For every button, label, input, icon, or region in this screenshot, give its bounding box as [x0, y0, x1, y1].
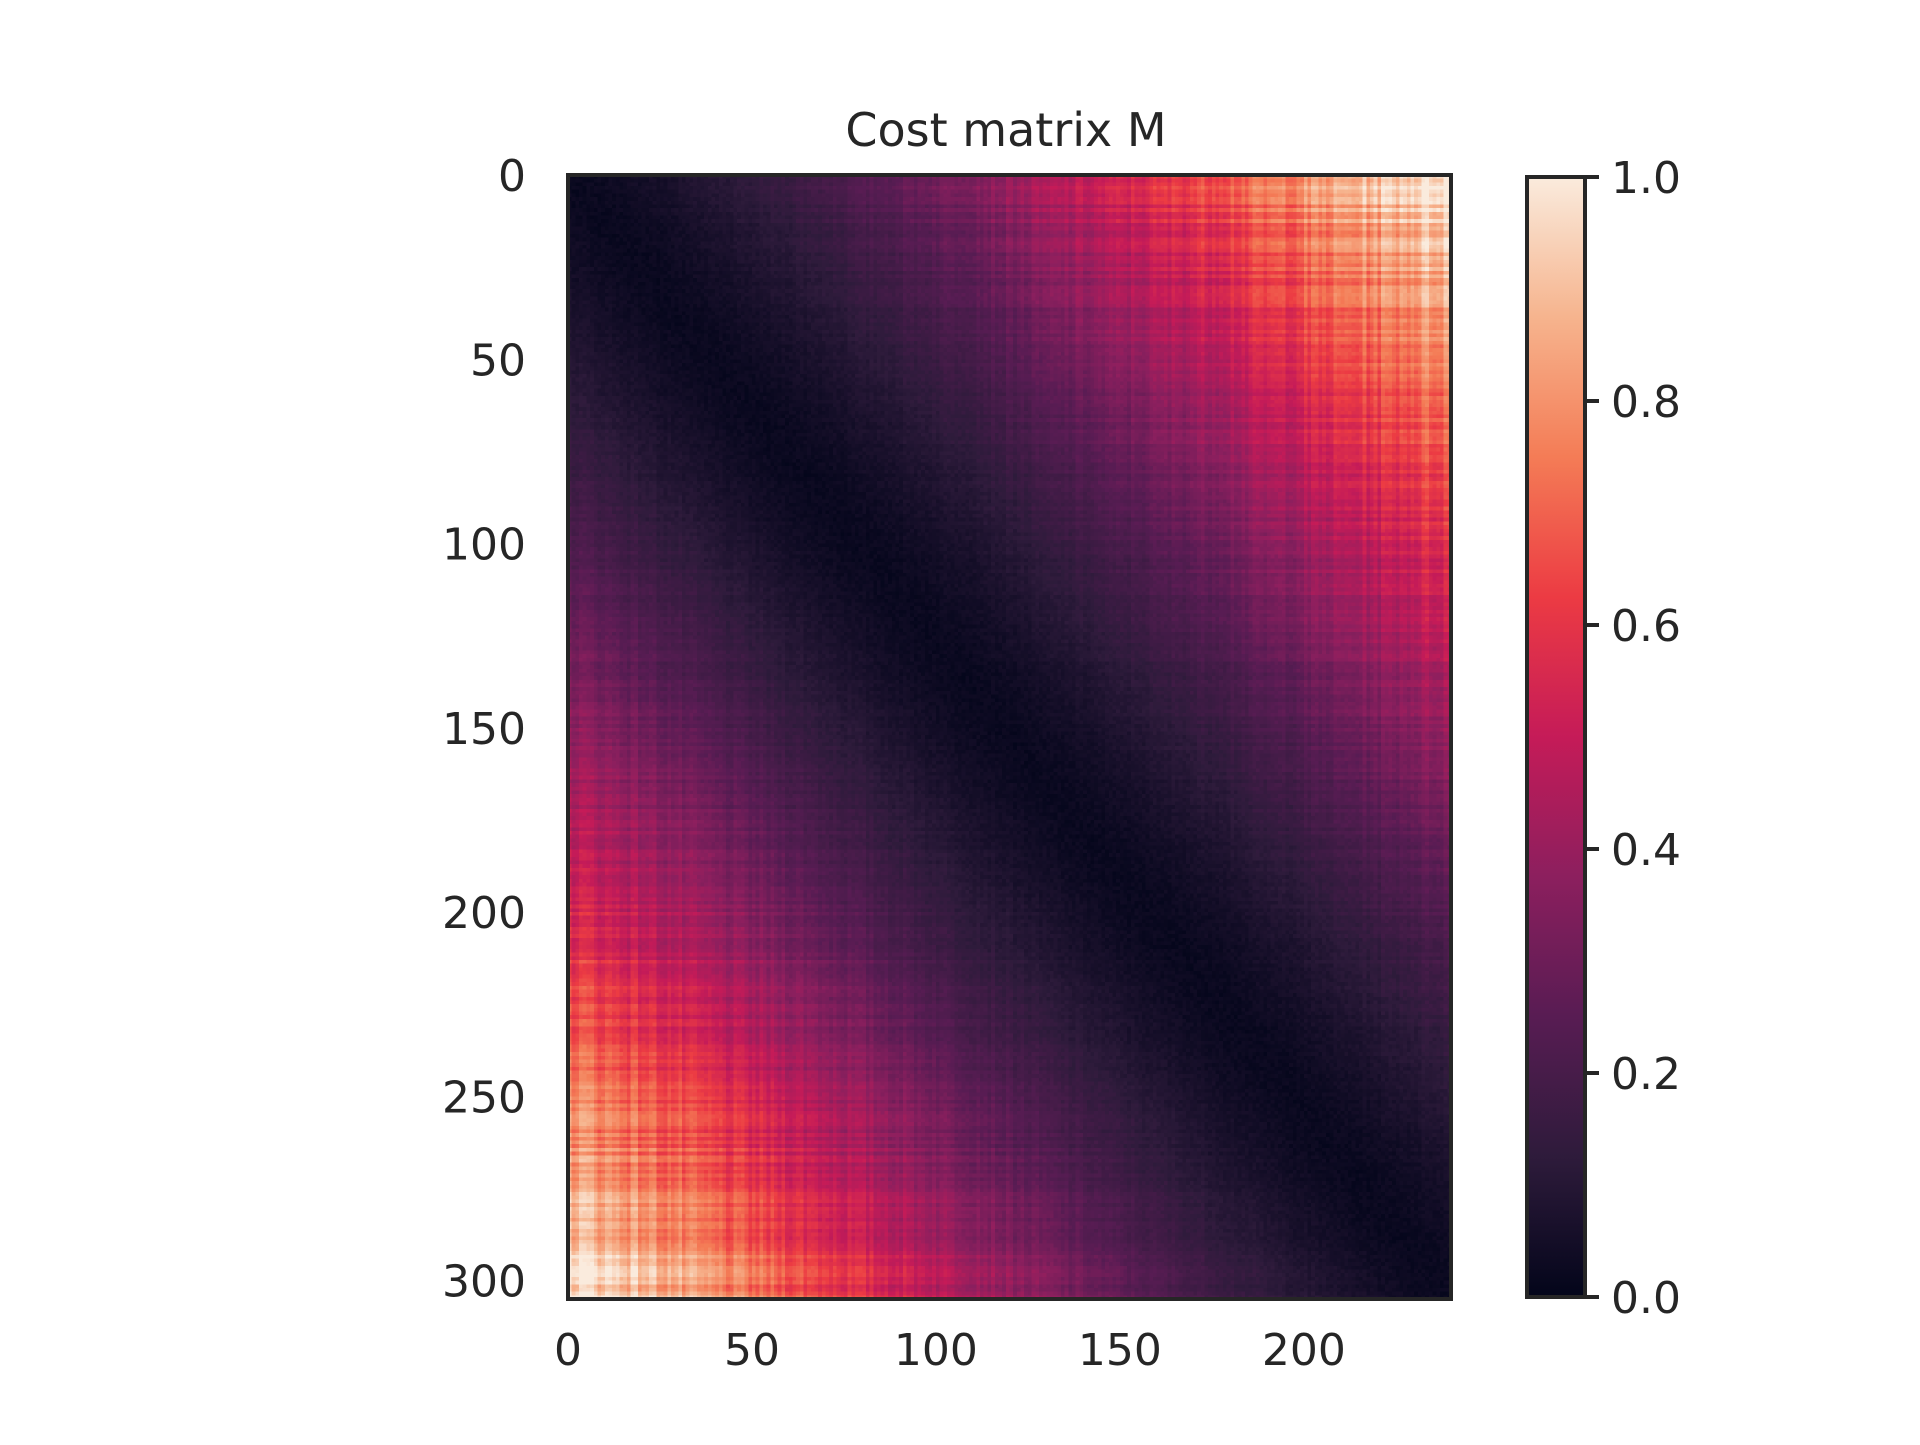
- x-tick-label: 0: [554, 1325, 582, 1376]
- colorbar-tick-label: 0.6: [1611, 601, 1681, 652]
- x-tick-label: 150: [1078, 1325, 1162, 1376]
- y-tick-label: 200: [442, 888, 526, 939]
- heatmap-frame: [566, 173, 1453, 1301]
- x-tick-label: 50: [724, 1325, 780, 1376]
- x-axis: 0 50 100 150 200: [554, 1325, 1346, 1376]
- colorbar-tick-label: 0.8: [1611, 377, 1681, 428]
- y-tick-label: 50: [470, 335, 526, 386]
- heatmap-image-container: [568, 175, 1451, 1299]
- x-tick-label: 200: [1262, 1325, 1346, 1376]
- y-tick-label: 100: [442, 520, 526, 571]
- y-axis: 0 50 100 150 200 250 300: [442, 151, 526, 1308]
- heatmap-cells: [568, 175, 1451, 1299]
- colorbar-tick-label: 0.2: [1611, 1049, 1681, 1100]
- colorbar: [1527, 177, 1585, 1297]
- colorbar-tick-label: 0.0: [1611, 1273, 1681, 1324]
- y-tick-label: 150: [442, 704, 526, 755]
- colorbar-frame: [1525, 175, 1587, 1299]
- x-tick-label: 100: [894, 1325, 978, 1376]
- chart-title: Cost matrix M: [845, 103, 1166, 157]
- y-tick-label: 300: [442, 1257, 526, 1308]
- y-tick-label: 250: [442, 1072, 526, 1123]
- colorbar-axis: 0.0 0.2 0.4 0.6 0.8 1.0: [1585, 153, 1681, 1324]
- colorbar-tick-label: 0.4: [1611, 825, 1681, 876]
- colorbar-tick-label: 1.0: [1611, 153, 1681, 204]
- y-tick-label: 0: [498, 151, 526, 202]
